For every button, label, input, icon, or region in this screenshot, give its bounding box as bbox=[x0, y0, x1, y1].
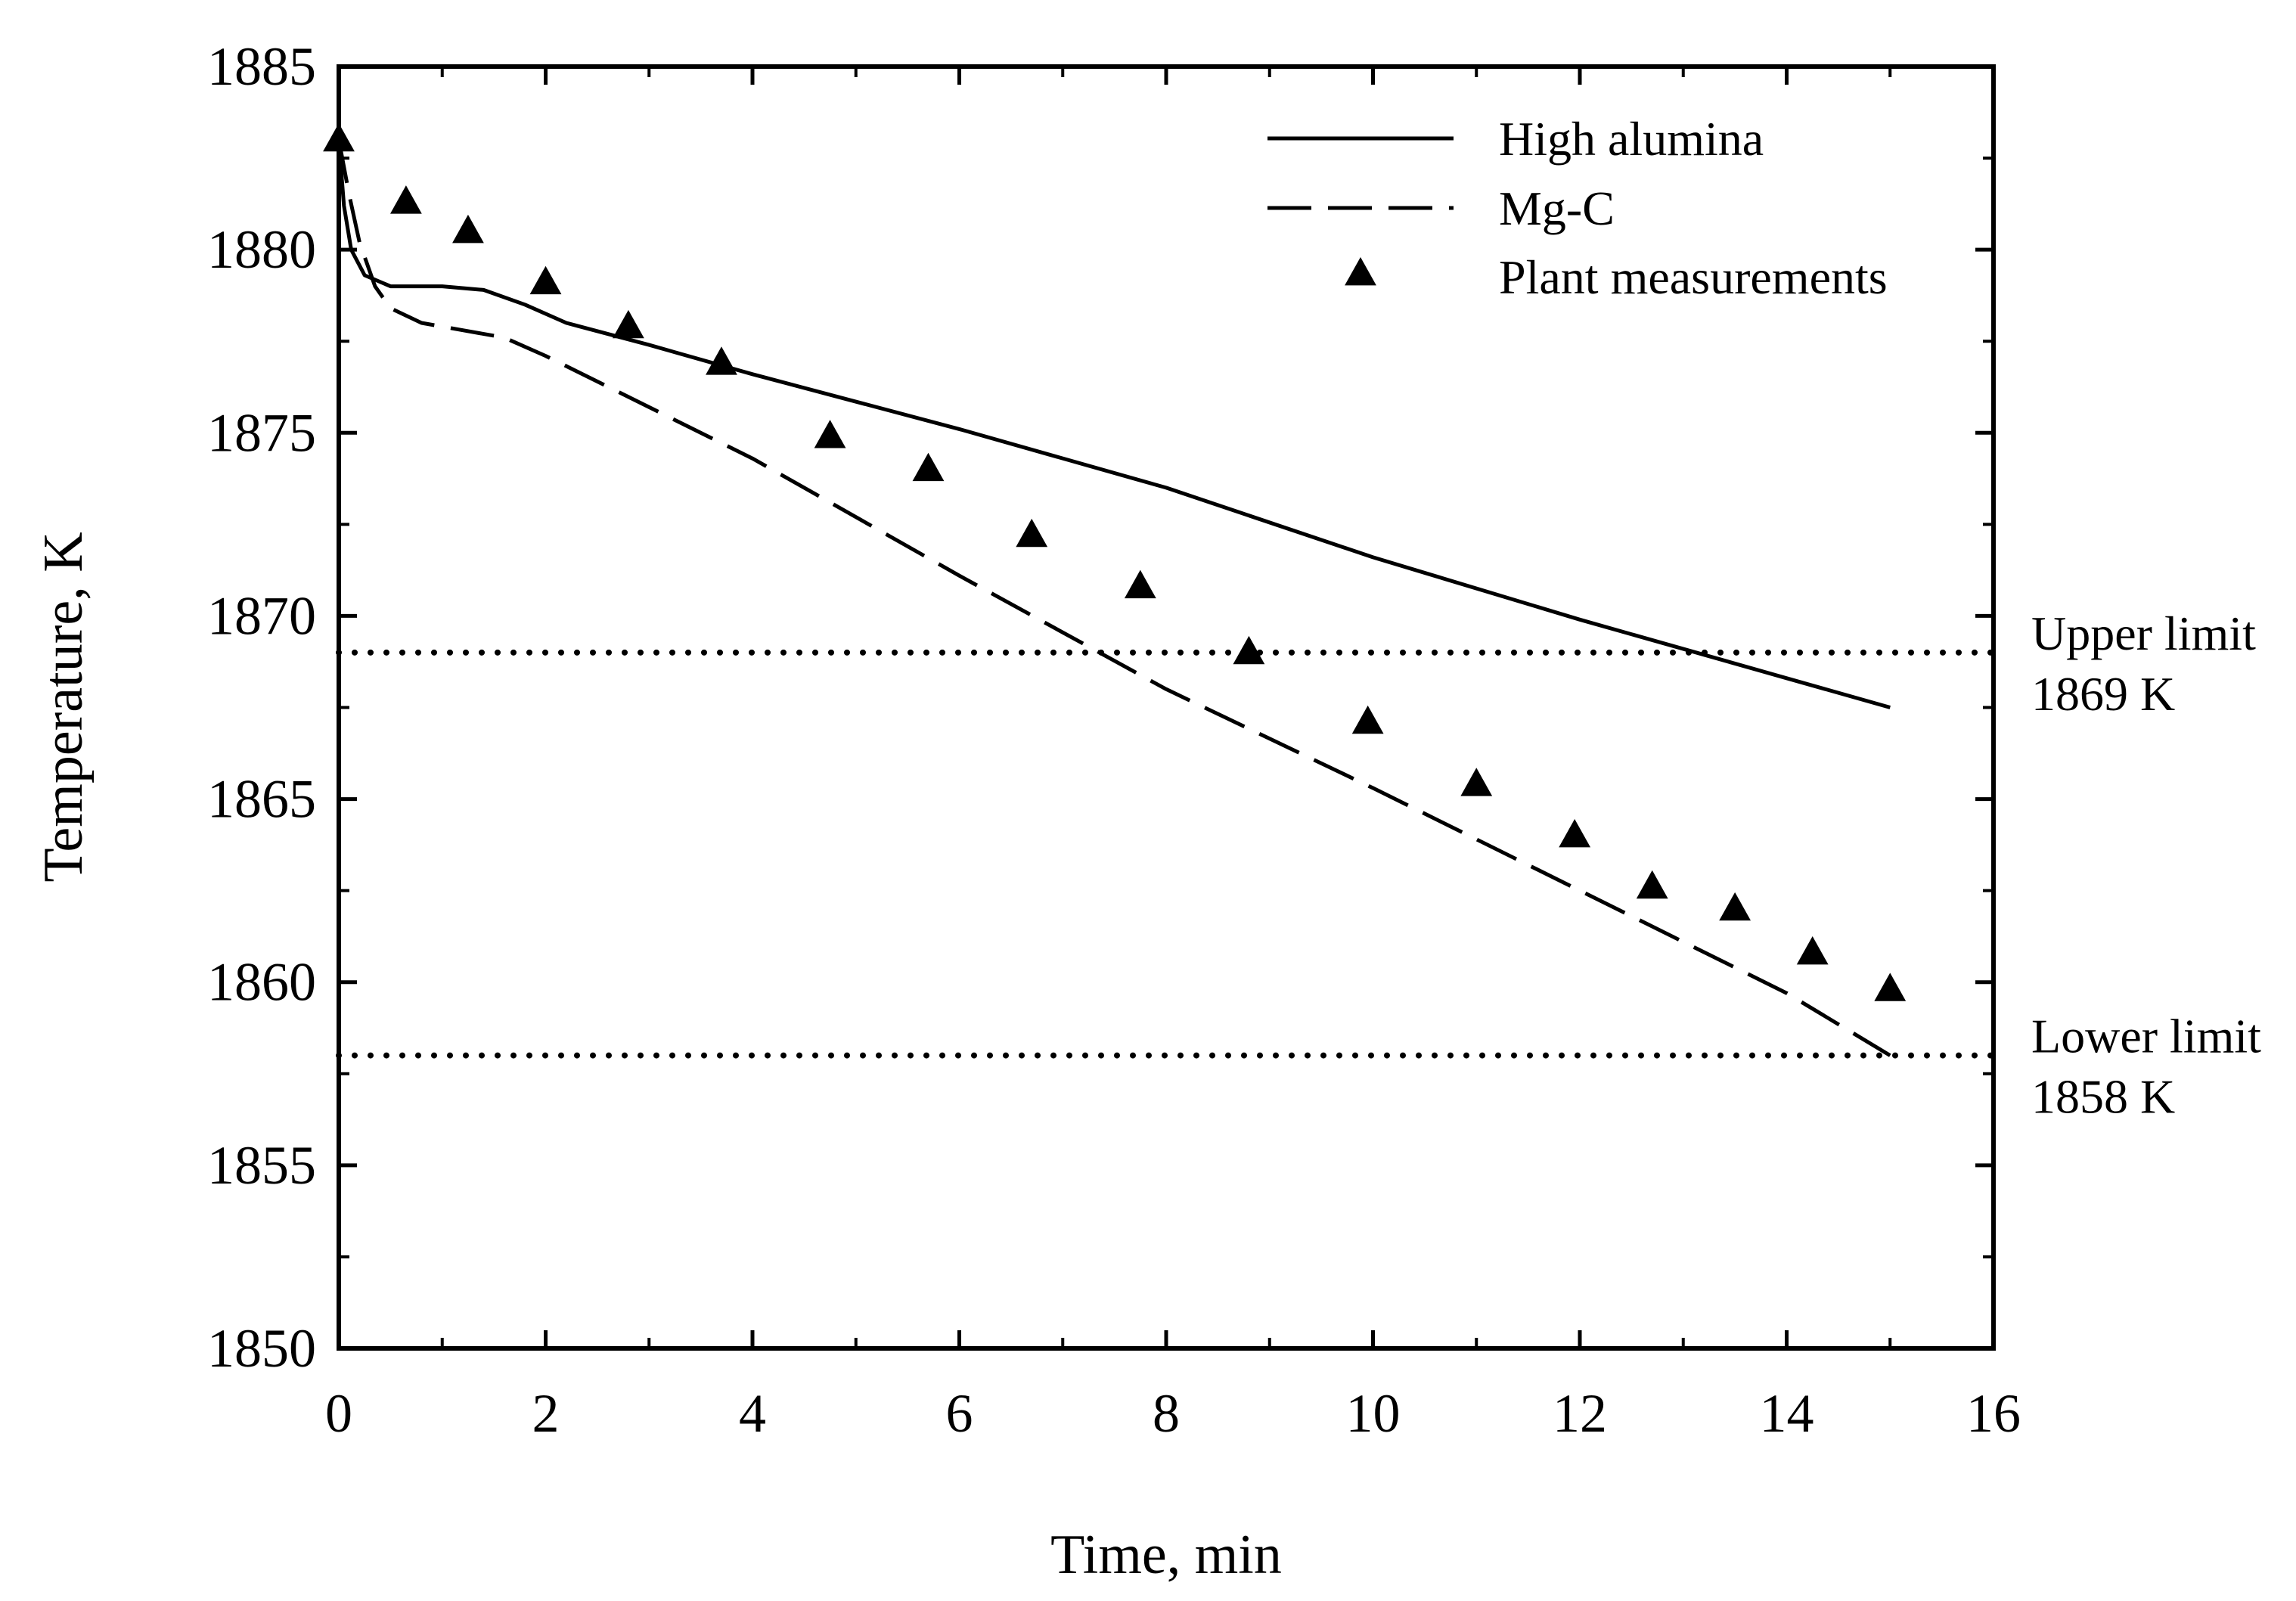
measurement-point bbox=[452, 214, 484, 244]
measurement-point bbox=[613, 309, 644, 339]
legend-marker bbox=[1345, 257, 1376, 286]
measurement-point bbox=[1124, 569, 1156, 599]
x-tick-label: 16 bbox=[1966, 1383, 2021, 1444]
y-tick-label: 1880 bbox=[207, 219, 316, 280]
x-tick-label: 6 bbox=[946, 1383, 973, 1444]
x-tick-label: 12 bbox=[1553, 1383, 1607, 1444]
measurement-point bbox=[529, 265, 562, 295]
measurement-point bbox=[1233, 635, 1265, 665]
data-series bbox=[323, 123, 1907, 1057]
measurement-point bbox=[1559, 819, 1591, 848]
axis-ticks: 0 2 4 6 8 10 12 14 16 1850 1855 1860 1865 1870 1875 188… bbox=[207, 36, 2021, 1444]
limit-label: Upper limit bbox=[2031, 607, 2256, 660]
limit-label: Lower limit bbox=[2031, 1010, 2261, 1063]
measurement-point bbox=[1636, 870, 1668, 899]
measurement-point bbox=[1460, 768, 1493, 796]
y-tick-label: 1870 bbox=[207, 585, 316, 646]
x-axis-title: Time, min bbox=[1050, 1524, 1282, 1586]
limit-value-label: 1858 K bbox=[2031, 1070, 2175, 1124]
measurement-point bbox=[389, 185, 422, 214]
y-tick-label: 1875 bbox=[207, 402, 316, 463]
y-tick-label: 1865 bbox=[207, 769, 316, 830]
x-tick-label: 0 bbox=[325, 1383, 352, 1444]
x-tick-label: 2 bbox=[532, 1383, 560, 1444]
measurement-point bbox=[1796, 935, 1829, 965]
y-tick-label: 1850 bbox=[207, 1318, 316, 1379]
y-tick-label: 1855 bbox=[207, 1135, 316, 1196]
high-alumina-line bbox=[337, 139, 1891, 709]
measurement-point bbox=[323, 123, 355, 152]
y-axis-title: Temperature, K bbox=[33, 532, 95, 882]
limit-value-label: 1869 K bbox=[2031, 667, 2175, 721]
x-tick-label: 10 bbox=[1346, 1383, 1401, 1444]
y-tick-label: 1885 bbox=[207, 36, 316, 97]
legend-label: High alumina bbox=[1499, 112, 1764, 166]
legend-label: Plant measurements bbox=[1499, 250, 1888, 304]
measurement-point bbox=[706, 346, 737, 375]
x-tick-label: 8 bbox=[1153, 1383, 1180, 1444]
x-tick-label: 4 bbox=[739, 1383, 766, 1444]
measurement-point bbox=[1016, 518, 1048, 548]
measurement-point bbox=[1719, 892, 1751, 921]
mg-c-line bbox=[337, 139, 1891, 1057]
reference-lines: Upper limit 1869 K Lower limit 1858 K bbox=[336, 607, 2261, 1124]
y-tick-label: 1860 bbox=[207, 952, 316, 1013]
measurement-point bbox=[912, 452, 945, 482]
legend-label: Mg-C bbox=[1499, 182, 1615, 235]
measurement-point bbox=[1351, 705, 1384, 734]
measurement-point bbox=[1874, 973, 1907, 1001]
legend: High alumina Mg-C Plant measurements bbox=[1267, 112, 1888, 304]
x-tick-label: 14 bbox=[1760, 1383, 1814, 1444]
measurement-point bbox=[814, 420, 846, 448]
